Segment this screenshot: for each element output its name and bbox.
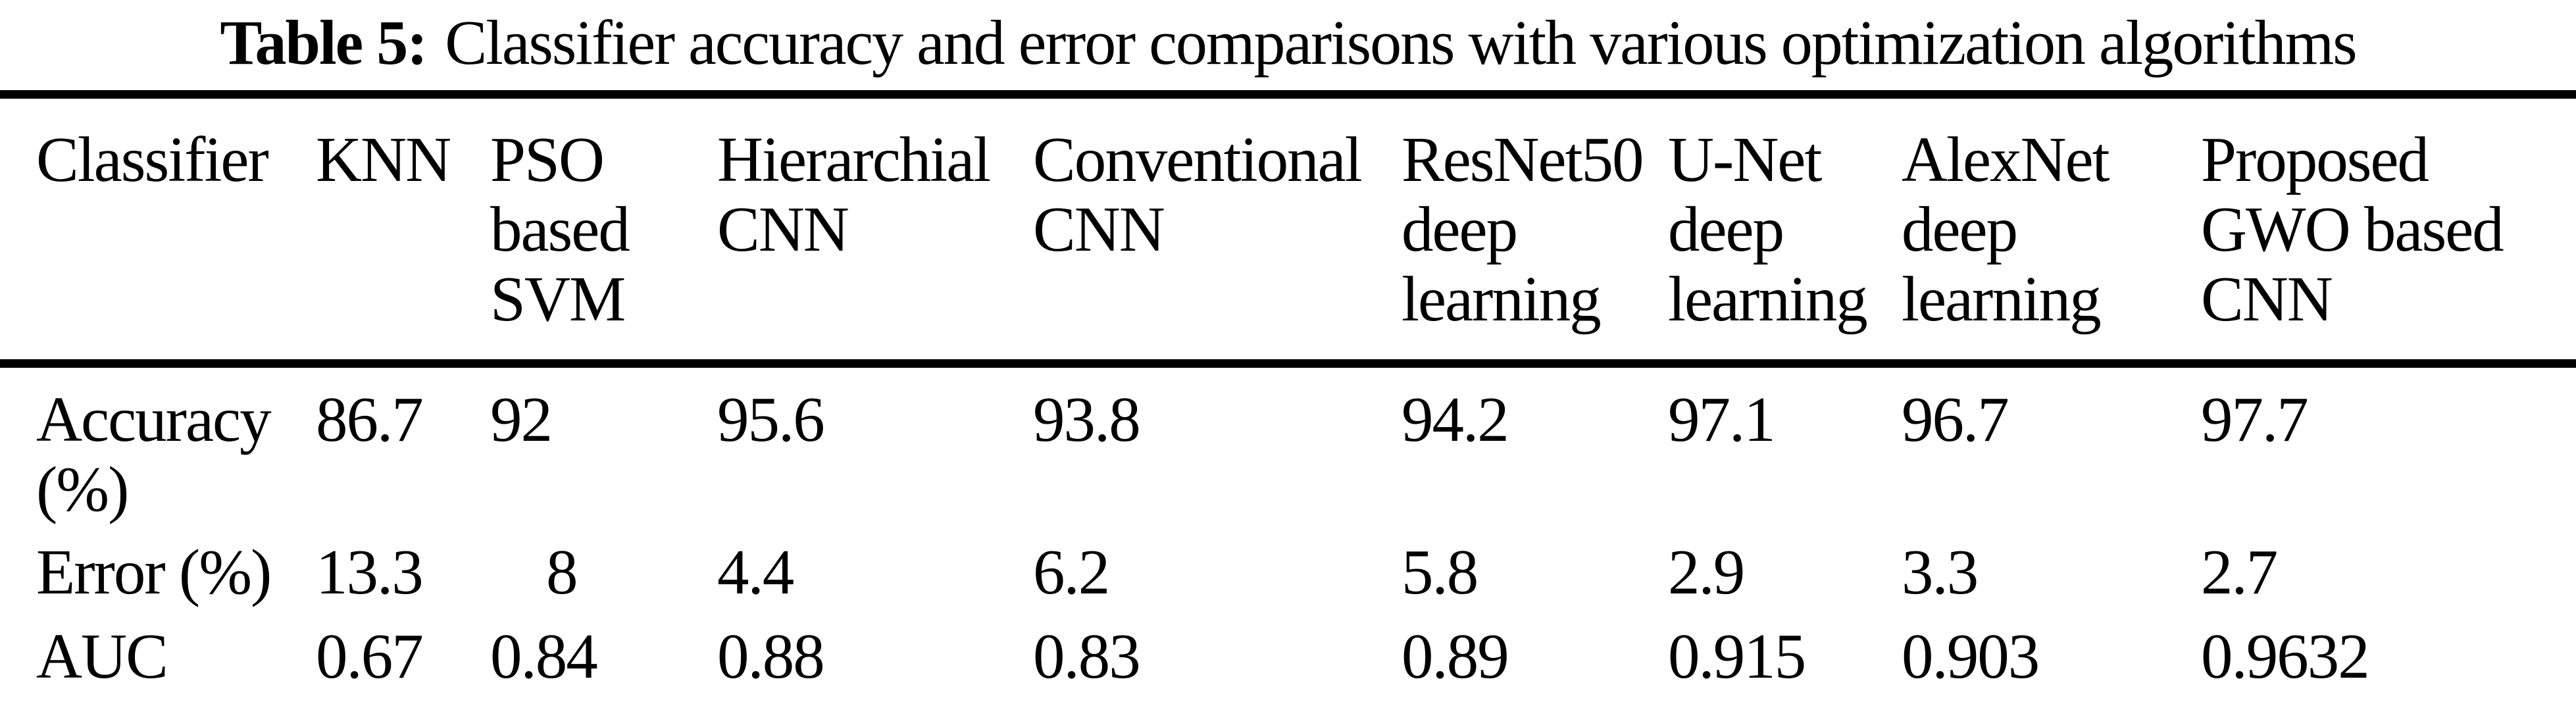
data-cell: 8 — [546, 536, 578, 607]
table-caption: Table 5: Classifier accuracy and error co… — [0, 3, 2576, 84]
table-row-accuracy: Accuracy (%) 86.7 92 95.6 93.8 94.2 97.1… — [0, 368, 2576, 538]
data-cell: 97.1 — [1668, 384, 1776, 455]
header-cell-pso-svm: PSO based SVM — [490, 124, 630, 334]
data-cell: 2.9 — [1668, 536, 1745, 607]
data-cell: 0.88 — [717, 620, 825, 691]
row-label: Accuracy (%) — [36, 384, 272, 524]
data-cell: 0.903 — [1902, 620, 2040, 691]
data-cell: 6.2 — [1033, 536, 1110, 607]
header-cell-knn: KNN — [316, 124, 451, 195]
header-cell-unet: U-Net deep learning — [1668, 124, 1868, 334]
data-cell: 0.9632 — [2201, 620, 2370, 691]
data-cell: 94.2 — [1402, 384, 1509, 455]
data-cell: 0.67 — [316, 620, 424, 691]
data-cell: 92 — [490, 384, 553, 455]
table-row-error: Error (%) 13.3 8 4.4 6.2 5.8 2.9 3.3 2.7 — [0, 536, 2576, 622]
header-cell-classifier: Classifier — [36, 124, 269, 195]
data-cell: 13.3 — [316, 536, 424, 607]
data-cell: 86.7 — [316, 384, 424, 455]
header-cell-proposed-gwo-cnn: Proposed GWO based CNN — [2201, 124, 2504, 334]
header-cell-alexnet: AlexNet deep learning — [1902, 124, 2110, 334]
data-cell: 97.7 — [2201, 384, 2309, 455]
table-row-auc: AUC 0.67 0.84 0.88 0.83 0.89 0.915 0.903… — [0, 620, 2576, 704]
data-cell: 3.3 — [1902, 536, 1979, 607]
data-table: Classifier KNN PSO based SVM Hierarchial… — [0, 89, 2576, 704]
data-cell: 0.83 — [1033, 620, 1141, 691]
data-cell: 0.89 — [1402, 620, 1509, 691]
data-cell: 93.8 — [1033, 384, 1141, 455]
row-label: AUC — [36, 620, 168, 691]
data-cell: 0.84 — [490, 620, 598, 691]
table-header-row: Classifier KNN PSO based SVM Hierarchial… — [0, 99, 2576, 368]
row-label: Error (%) — [36, 536, 272, 607]
data-cell: 5.8 — [1402, 536, 1478, 607]
data-cell: 95.6 — [717, 384, 825, 455]
header-cell-resnet50: ResNet50 deep learning — [1402, 124, 1644, 334]
table-caption-number: Table 5: — [220, 7, 428, 78]
data-cell: 0.915 — [1668, 620, 1806, 691]
header-cell-conventional-cnn: Conventional CNN — [1033, 124, 1363, 264]
table-caption-text: Classifier accuracy and error comparison… — [445, 7, 2357, 78]
data-cell: 96.7 — [1902, 384, 2009, 455]
data-cell: 4.4 — [717, 536, 794, 607]
data-cell: 2.7 — [2201, 536, 2278, 607]
header-cell-hierarchial-cnn: Hierarchial CNN — [717, 124, 991, 264]
